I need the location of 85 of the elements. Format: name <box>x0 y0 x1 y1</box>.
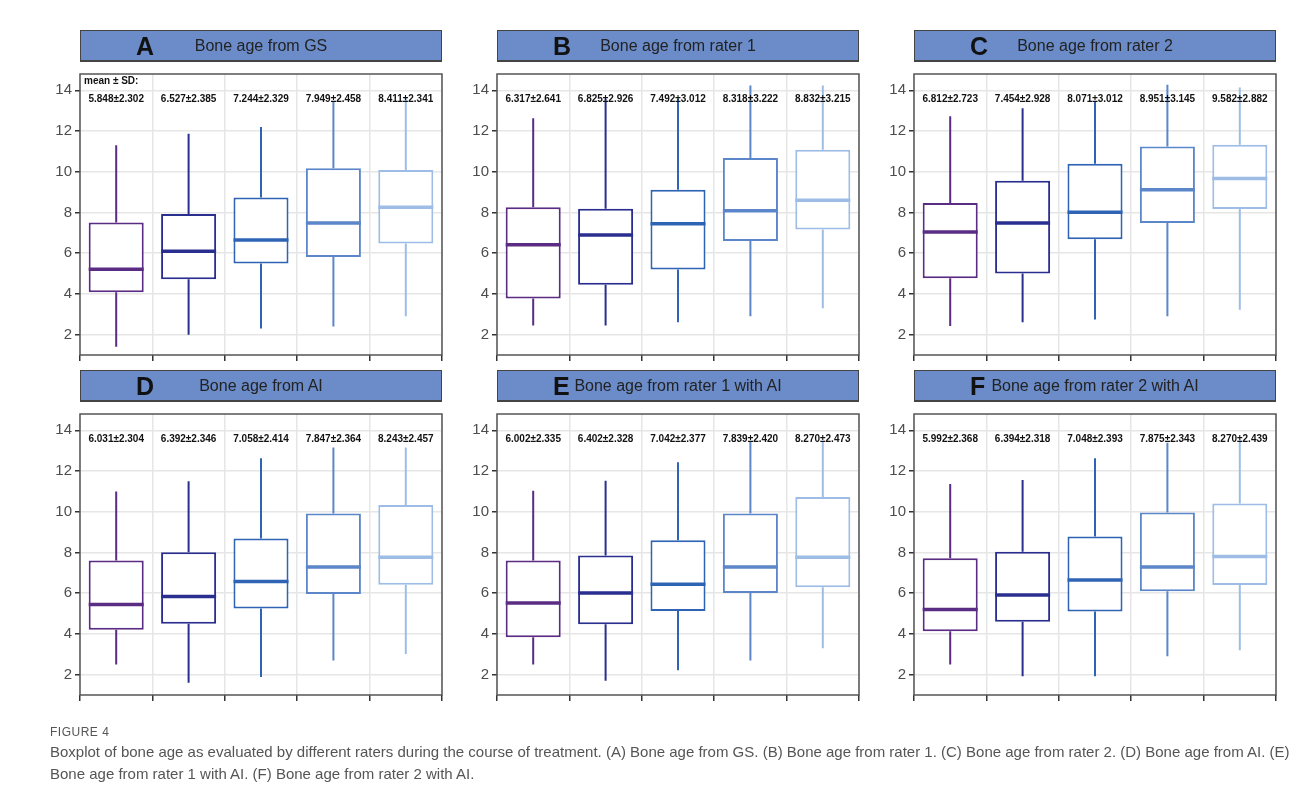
annotation: 6.317±2.641 <box>505 92 562 104</box>
y-tick-label: 12 <box>889 121 906 139</box>
y-tick-label: 8 <box>63 202 72 220</box>
annotation: 8.243±2.457 <box>378 432 434 444</box>
y-tick-label: 6 <box>897 583 906 601</box>
annotation: 7.042±2.377 <box>650 432 707 444</box>
annotation: 8.832±3.215 <box>795 92 851 104</box>
y-tick-label: 2 <box>897 664 906 682</box>
y-tick-label: 12 <box>55 121 72 139</box>
y-tick-label: 8 <box>480 202 489 220</box>
chart-subtitle: Bone age from rater 2 with AI <box>991 377 1199 394</box>
panel-letter: F <box>970 371 986 401</box>
y-tick-label: 14 <box>472 420 489 438</box>
annotation: 7.875±2.343 <box>1139 432 1196 444</box>
annotation: 7.492±3.012 <box>650 92 707 104</box>
y-tick-label: 6 <box>897 243 906 261</box>
annotation: 6.825±2.926 <box>577 92 634 104</box>
y-tick-label: 2 <box>480 324 489 342</box>
y-tick-label: 14 <box>55 420 72 438</box>
y-tick-label: 8 <box>63 542 72 560</box>
annotation: 6.812±2.723 <box>922 92 979 104</box>
annotation: 7.847±2.364 <box>305 432 362 444</box>
y-tick-label: 4 <box>897 284 906 302</box>
y-tick-label: 8 <box>897 202 906 220</box>
y-tick-label: 14 <box>472 80 489 98</box>
annotation: 7.949±2.458 <box>305 92 362 104</box>
chart-subtitle: Bone age from rater 1 <box>600 37 756 54</box>
text: FIGURE 4 <box>50 725 111 739</box>
annotation: 7.058±2.414 <box>233 432 290 444</box>
y-tick-label: 10 <box>55 501 72 519</box>
panel-letter: B <box>553 31 572 61</box>
y-tick-label: 6 <box>63 243 72 261</box>
panel-letter: D <box>136 371 155 401</box>
y-tick-label: 2 <box>480 664 489 682</box>
y-tick-label: 14 <box>55 80 72 98</box>
annotation: 8.071±3.012 <box>1067 92 1124 104</box>
panel-letter: A <box>136 31 155 61</box>
y-tick-label: 6 <box>480 243 489 261</box>
annotation: 7.048±2.393 <box>1067 432 1124 444</box>
text: Boxplot of bone age as evaluated by different raters during the course of treatment. (A) Bone age from GS. (B) Bone age from rater 1. (C) Bone age from rater 2. (D) Bone age from AI. (E) Bone age from rater 1 with AI. (F) Bone age from rater 2 with AI. <box>50 742 1290 784</box>
y-tick-label: 8 <box>897 542 906 560</box>
chart-subtitle: Bone age from AI <box>199 377 323 394</box>
chart-subtitle: Bone age from GS <box>194 37 328 54</box>
y-tick-label: 6 <box>480 583 489 601</box>
y-tick-label: 8 <box>480 542 489 560</box>
panel-letter: C <box>970 31 989 61</box>
y-tick-label: 2 <box>63 324 72 342</box>
y-tick-label: 12 <box>55 461 72 479</box>
annotation: 5.848±2.302 <box>88 92 145 104</box>
y-tick-label: 14 <box>889 80 906 98</box>
y-tick-label: 4 <box>897 624 906 642</box>
annotation: 9.582±2.882 <box>1212 92 1268 104</box>
annotation: 6.402±2.328 <box>577 432 634 444</box>
annotation: 7.839±2.420 <box>722 432 779 444</box>
y-tick-label: 4 <box>63 284 72 302</box>
annotation: 8.270±2.473 <box>795 432 851 444</box>
y-tick-label: 4 <box>480 284 489 302</box>
y-tick-label: 12 <box>472 461 489 479</box>
annotation: 6.527±2.385 <box>160 92 217 104</box>
y-tick-label: 10 <box>889 501 906 519</box>
chart-subtitle: Bone age from rater 2 <box>1017 37 1173 54</box>
y-tick-label: 12 <box>472 121 489 139</box>
y-tick-label: 2 <box>897 324 906 342</box>
annotation: 6.002±2.335 <box>505 432 562 444</box>
y-tick-label: 14 <box>889 420 906 438</box>
chart-subtitle: Bone age from rater 1 with AI <box>574 377 782 394</box>
y-tick-label: 10 <box>889 161 906 179</box>
annotation: 8.411±2.341 <box>378 92 434 104</box>
panel-letter: E <box>553 371 570 401</box>
y-tick-label: 10 <box>55 161 72 179</box>
y-tick-label: 12 <box>889 461 906 479</box>
annotation: 7.244±2.329 <box>233 92 290 104</box>
y-tick-label: 4 <box>63 624 72 642</box>
y-tick-label: 10 <box>472 501 489 519</box>
annotation: 6.394±2.318 <box>994 432 1051 444</box>
annotation: 7.454±2.928 <box>994 92 1051 104</box>
annotation: 5.992±2.368 <box>922 432 979 444</box>
annotation: mean ± SD: <box>84 74 139 86</box>
y-tick-label: 10 <box>472 161 489 179</box>
annotation: 6.392±2.346 <box>160 432 217 444</box>
y-tick-label: 4 <box>480 624 489 642</box>
y-tick-label: 2 <box>63 664 72 682</box>
annotation: 8.270±2.439 <box>1212 432 1268 444</box>
y-tick-label: 6 <box>63 583 72 601</box>
annotation: 6.031±2.304 <box>88 432 145 444</box>
